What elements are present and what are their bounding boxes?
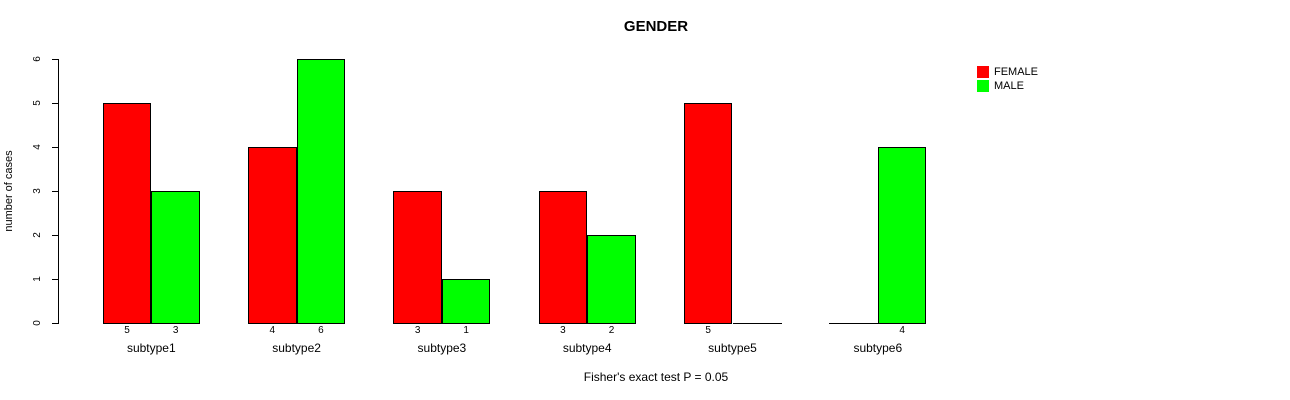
bar-value-label: 4: [899, 325, 905, 336]
bar-female-subtype1: [102, 103, 152, 324]
bar-male-subtype2: [296, 59, 346, 324]
category-label-subtype4: subtype4: [562, 341, 612, 355]
y-tick-label: 5: [32, 100, 43, 106]
bar-value-label: 5: [124, 325, 130, 336]
y-tick-mark: [52, 147, 58, 148]
bar-value-label: 3: [414, 325, 421, 336]
category-label-subtype6: subtype6: [853, 341, 903, 355]
legend: FEMALE MALE: [977, 65, 1038, 93]
y-tick-label: 2: [32, 232, 43, 238]
y-tick-label: 6: [32, 56, 43, 62]
bar-value-label: 6: [318, 325, 324, 336]
bar-female-subtype3: [393, 191, 442, 324]
bar-female-subtype5: [683, 103, 733, 324]
y-tick-mark: [52, 59, 58, 60]
y-axis-title: number of cases: [3, 150, 15, 232]
bar-female-subtype2: [248, 147, 297, 324]
category-label-subtype1: subtype1: [126, 341, 176, 355]
female-color-swatch: [977, 66, 989, 78]
legend-row-female: FEMALE: [977, 65, 1038, 79]
male-color-swatch: [977, 80, 989, 92]
category-label-subtype5: subtype5: [708, 341, 757, 355]
y-tick-label: 1: [32, 276, 43, 282]
y-tick-mark: [52, 103, 58, 104]
category-label-subtype2: subtype2: [272, 341, 321, 355]
y-tick-label: 0: [32, 320, 43, 326]
bar-male-subtype4: [587, 235, 636, 324]
caption: Fisher's exact test P = 0.05: [583, 370, 729, 384]
bar-value-label: 3: [560, 325, 566, 336]
bar-zero-female-subtype6: [829, 323, 879, 324]
bar-male-subtype6: [877, 147, 927, 324]
bar-value-label: 4: [269, 325, 276, 336]
y-tick-mark: [52, 323, 58, 324]
category-label-subtype3: subtype3: [417, 341, 467, 355]
y-tick-mark: [52, 191, 58, 192]
bar-zero-male-subtype5: [732, 323, 783, 324]
bar-female-subtype4: [538, 191, 588, 324]
y-tick-mark: [52, 279, 58, 280]
legend-row-male: MALE: [977, 79, 1038, 93]
y-tick-label: 3: [32, 188, 43, 194]
y-tick-mark: [52, 235, 58, 236]
chart-title: GENDER: [623, 18, 689, 35]
y-axis-line: [58, 59, 59, 324]
bar-value-label: 5: [705, 325, 711, 336]
legend-label-female: FEMALE: [994, 66, 1039, 78]
bar-male-subtype1: [151, 191, 200, 324]
legend-label-male: MALE: [994, 80, 1024, 92]
y-tick-label: 4: [32, 144, 43, 150]
bar-value-label: 1: [463, 325, 469, 336]
bar-value-label: 2: [608, 325, 615, 336]
bar-male-subtype3: [441, 279, 491, 324]
bar-value-label: 3: [172, 325, 179, 336]
